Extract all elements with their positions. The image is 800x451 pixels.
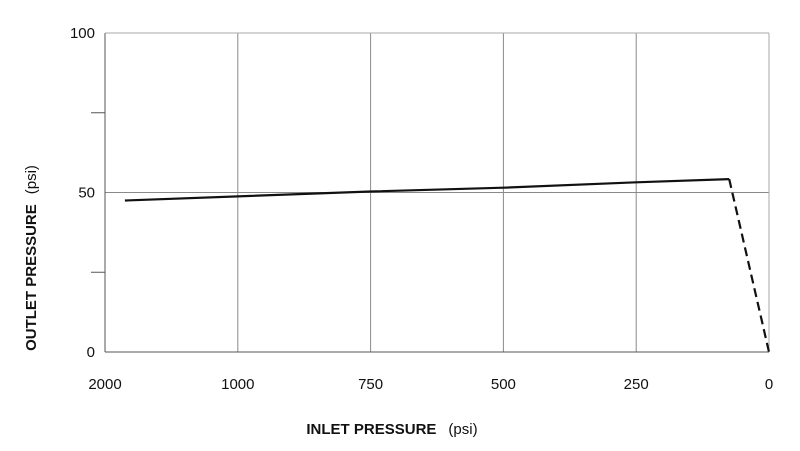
series-group <box>124 178 771 353</box>
series-line-dashed <box>728 178 771 353</box>
x-axis-ticks: 2000 1000 750 500 250 0 <box>88 376 773 393</box>
y-tick-label: 0 <box>87 344 95 361</box>
x-axis-title-unit: (psi) <box>448 421 477 438</box>
y-tick-label: 100 <box>70 25 95 42</box>
x-axis-title-main: INLET PRESSURE <box>306 421 436 438</box>
grid <box>105 33 769 352</box>
y-axis-ticks: 0 50 100 <box>70 25 95 361</box>
y-axis-title-unit: (psi) <box>23 165 40 194</box>
x-tick-label: 0 <box>765 376 773 393</box>
x-axis-title: INLET PRESSURE (psi) <box>306 421 477 438</box>
y-tick-label: 50 <box>78 185 95 202</box>
x-tick-label: 1000 <box>221 376 254 393</box>
x-tick-label: 250 <box>624 376 649 393</box>
series-line-solid <box>124 178 730 202</box>
x-tick-label: 750 <box>358 376 383 393</box>
plot-frame <box>91 32 770 353</box>
y-axis-title-main: OUTLET PRESSURE <box>23 204 40 351</box>
x-tick-label: 500 <box>491 376 516 393</box>
x-tick-label: 2000 <box>88 376 121 393</box>
y-axis-title: OUTLET PRESSURE (psi) <box>23 165 40 351</box>
